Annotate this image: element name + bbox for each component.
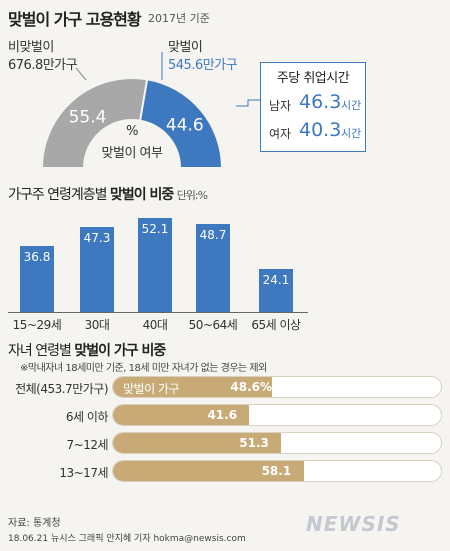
child-bar-fill-2 bbox=[113, 433, 282, 453]
child-bar-fill-1 bbox=[113, 405, 250, 425]
donut-chart: 55.4 44.6 bbox=[40, 52, 260, 169]
age-bar-label-0: 15~29세 bbox=[12, 318, 62, 332]
hours-female-value: 40.3 bbox=[299, 119, 342, 141]
child-bar-label-1: 6세 이하 bbox=[65, 410, 109, 424]
child-bar-fill-3 bbox=[113, 461, 304, 481]
age-bar-value-0: 36.8 bbox=[23, 249, 51, 264]
child-bar-chart: 전체(453.7만가구) 맞벌이 가구 48.6% 6세 이하 41.6 7~12세 51.… bbox=[0, 376, 450, 496]
non-dual-leader-line bbox=[75, 67, 87, 81]
age-axis-line bbox=[8, 312, 308, 313]
dual-count: 545.6만가구 bbox=[168, 58, 238, 73]
age-section-title: 가구주 연령계층별 맞벌이 비중 단위:% bbox=[8, 184, 208, 204]
age-bar-1 bbox=[80, 226, 114, 312]
age-bar-0 bbox=[20, 245, 54, 312]
newsis-logo: NEWSIS bbox=[306, 512, 401, 536]
age-bar-value-2: 52.1 bbox=[141, 222, 169, 237]
age-bar-value-3: 48.7 bbox=[199, 228, 227, 243]
hours-male-unit: 시간 bbox=[341, 99, 362, 112]
age-bar-value-4: 24.1 bbox=[262, 272, 290, 287]
age-bar-value-1: 47.3 bbox=[83, 230, 111, 245]
work-hours-title: 주당 취업시간 bbox=[276, 71, 350, 86]
age-unit: 단위:% bbox=[176, 189, 208, 202]
child-bar-label-3: 13~17세 bbox=[59, 466, 108, 480]
hours-male-value: 46.3 bbox=[299, 91, 342, 113]
child-bar-value-3: 58.1 bbox=[261, 464, 292, 478]
hours-connector bbox=[236, 99, 260, 107]
age-bar-4 bbox=[259, 268, 293, 312]
child-title-prefix: 자녀 연령별 bbox=[8, 343, 75, 359]
donut-slice-1 bbox=[138, 78, 224, 169]
child-bar-track-2: 51.3 bbox=[112, 432, 442, 454]
age-bar-2 bbox=[138, 218, 172, 312]
dual-label: 맞벌이 bbox=[168, 40, 203, 55]
child-bar-track-3: 58.1 bbox=[112, 460, 442, 482]
work-hours-box: 주당 취업시간 남자 46.3 시간 여자 40.3 시간 bbox=[260, 62, 366, 152]
donut-unit: % bbox=[126, 124, 138, 139]
child-bar-track-1: 41.6 bbox=[112, 404, 442, 426]
donut-slice-0 bbox=[40, 77, 149, 169]
non-dual-count: 676.8만가구 bbox=[8, 58, 78, 73]
age-bar-3 bbox=[196, 224, 230, 312]
donut-center-label: 맞벌이 여부 bbox=[101, 146, 163, 161]
child-bar-value-1: 41.6 bbox=[207, 408, 238, 422]
age-title-bold: 맞벌이 비중 bbox=[109, 187, 174, 203]
child-bar-value-2: 51.3 bbox=[239, 436, 269, 450]
child-section-title: 자녀 연령별 맞벌이 가구 비중 bbox=[8, 340, 166, 360]
age-title-prefix: 가구주 연령계층별 bbox=[8, 187, 110, 203]
age-bar-label-3: 50~64세 bbox=[188, 318, 238, 332]
child-title-bold: 맞벌이 가구 비중 bbox=[74, 343, 166, 359]
hours-female-unit: 시간 bbox=[341, 127, 362, 140]
age-bar-label-1: 30대 bbox=[84, 318, 110, 332]
hours-female-label: 여자 bbox=[269, 127, 292, 141]
donut-value-0: 55.4 bbox=[69, 107, 107, 127]
child-bar-label-0: 전체(453.7만가구) bbox=[15, 382, 108, 396]
child-bar-fill-0 bbox=[113, 377, 273, 397]
child-bar-label-2: 7~12세 bbox=[66, 438, 109, 452]
age-bar-label-4: 65세 이상 bbox=[251, 318, 301, 332]
age-bar-chart: 36.8 15~29세 47.3 30대 52.1 40대 48.7 50~64세 24.1 65… bbox=[0, 200, 450, 332]
source-note: 자료: 통계청 bbox=[8, 518, 61, 529]
child-bar-track-0: 맞벌이 가구 48.6% bbox=[112, 376, 442, 398]
page-title: 맞벌이 가구 고용현황 bbox=[8, 10, 142, 29]
year-note: 2017년 기준 bbox=[148, 12, 210, 25]
hours-male-label: 남자 bbox=[269, 99, 292, 113]
child-bar-value-0: 48.6% bbox=[230, 380, 273, 394]
donut-slices: 55.4 44.6 bbox=[40, 77, 224, 169]
child-bar-fill-legend: 맞벌이 가구 bbox=[123, 382, 180, 396]
credit-note: 18.06.21 뉴시스 그래픽 안지혜 기자 hokma@newsis.com bbox=[8, 534, 246, 544]
donut-value-1: 44.6 bbox=[166, 116, 204, 136]
non-dual-label: 비맞벌이 bbox=[8, 40, 54, 55]
child-section-note: ※막내자녀 18세미만 기준, 18세 미만 자녀가 없는 경우는 제외 bbox=[20, 363, 267, 374]
age-bar-label-2: 40대 bbox=[142, 318, 168, 332]
